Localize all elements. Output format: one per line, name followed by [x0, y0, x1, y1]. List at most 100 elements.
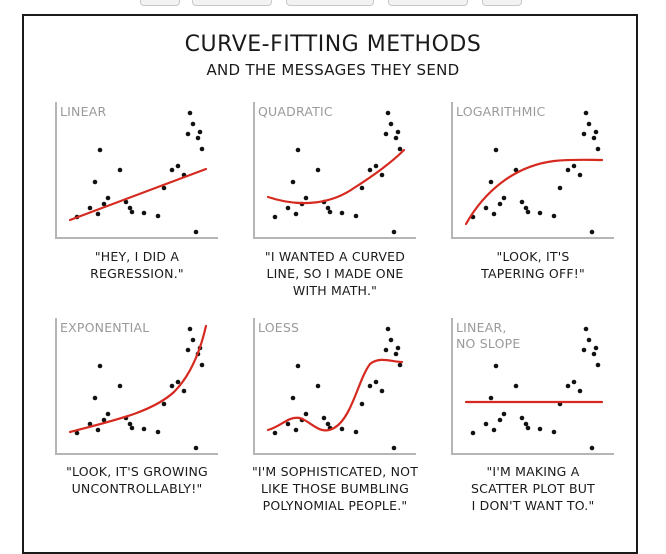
scatter-point: [491, 211, 497, 217]
scatter-point: [285, 205, 291, 211]
scatter-point: [87, 421, 93, 427]
scatter-point: [565, 167, 571, 173]
scatter-point: [513, 167, 519, 173]
scatter-point: [339, 210, 345, 216]
scatter-point: [127, 421, 133, 427]
scatter-point: [595, 146, 601, 152]
panel-plot: [55, 318, 218, 455]
panel-logarithmic: LOGARITHMIC: [448, 100, 618, 240]
scatter-point: [195, 135, 201, 141]
scatter-point: [391, 445, 397, 451]
scatter-point: [577, 388, 583, 394]
scatter-point: [155, 213, 161, 219]
scatter-point: [395, 345, 401, 351]
scatter-point: [379, 388, 385, 394]
plot-axes: [253, 102, 416, 239]
scatter-point: [129, 425, 135, 431]
scatter-point: [565, 383, 571, 389]
scatter-point: [519, 199, 525, 205]
scatter-point: [523, 421, 529, 427]
scatter-point: [595, 362, 601, 368]
scatter-point: [525, 425, 531, 431]
scatter-point: [117, 383, 123, 389]
scatter-point: [383, 131, 389, 137]
panel-plot: [55, 102, 218, 239]
panel-caption: "LOOK, IT'S TAPERING OFF!": [481, 249, 585, 281]
scatter-point: [315, 167, 321, 173]
scatter-point: [367, 167, 373, 173]
plot-axes: [253, 318, 416, 455]
scatter-point: [155, 429, 161, 435]
scatter-point: [295, 363, 301, 369]
scatter-point: [92, 179, 98, 185]
scatter-point: [397, 146, 403, 152]
scatter-point: [593, 129, 599, 135]
scatter-point: [87, 205, 93, 211]
panel-caption: "HEY, I DID A REGRESSION.": [90, 249, 184, 281]
plot-axes: [451, 102, 614, 239]
scatter-point: [161, 401, 167, 407]
scatter-point: [92, 395, 98, 401]
fit-curve: [266, 148, 406, 205]
panel-caption: "I'M MAKING A SCATTER PLOT BUT I DON'T W…: [471, 464, 595, 513]
scatter-point: [181, 388, 187, 394]
panel-label: LINEAR, NO SLOPE: [456, 320, 521, 351]
fit-curve: [266, 358, 404, 432]
tab-nub: [482, 0, 522, 6]
scatter-point: [391, 229, 397, 235]
scatter-point: [95, 427, 101, 433]
scatter-point: [586, 337, 592, 343]
scatter-point: [315, 383, 321, 389]
scatter-point: [483, 205, 489, 211]
scatter-point: [367, 383, 373, 389]
scatter-point: [74, 430, 80, 436]
scatter-point: [397, 362, 403, 368]
scatter-point: [141, 426, 147, 432]
scatter-point: [537, 210, 543, 216]
scatter-point: [589, 445, 595, 451]
tab-nub: [140, 0, 180, 6]
scatter-point: [293, 427, 299, 433]
scatter-point: [161, 185, 167, 191]
scatter-point: [187, 326, 193, 332]
tab-nub: [192, 0, 272, 6]
scatter-point: [488, 179, 494, 185]
panel-label: LOESS: [258, 320, 300, 335]
scatter-point: [577, 172, 583, 178]
top-tab-strip: [0, 0, 666, 10]
scatter-point: [321, 415, 327, 421]
scatter-point: [105, 195, 111, 201]
scatter-point: [591, 351, 597, 357]
scatter-point: [497, 417, 503, 423]
fit-curve: [68, 324, 208, 434]
scatter-point: [557, 185, 563, 191]
comic-subtitle: AND THE MESSAGES THEY SEND: [206, 61, 460, 79]
scatter-point: [373, 163, 379, 169]
scatter-point: [491, 427, 497, 433]
panel-plot: [253, 318, 416, 455]
scatter-point: [293, 211, 299, 217]
scatter-point: [583, 110, 589, 116]
scatter-point: [359, 185, 365, 191]
comic-frame: [22, 14, 638, 554]
scatter-point: [493, 147, 499, 153]
scatter-point: [127, 205, 133, 211]
scatter-point: [353, 213, 359, 219]
plot-axes: [451, 318, 614, 455]
scatter-point: [290, 179, 296, 185]
panel-plot: [451, 102, 614, 239]
scatter-point: [501, 411, 507, 417]
scatter-point: [583, 326, 589, 332]
scatter-point: [339, 426, 345, 432]
scatter-point: [175, 163, 181, 169]
panel-label: EXPONENTIAL: [60, 320, 150, 335]
scatter-point: [187, 110, 193, 116]
panel-label: LINEAR: [60, 104, 107, 119]
scatter-point: [129, 209, 135, 215]
scatter-point: [123, 199, 129, 205]
scatter-point: [571, 379, 577, 385]
scatter-point: [373, 379, 379, 385]
scatter-point: [388, 337, 394, 343]
scatter-point: [169, 383, 175, 389]
panel-caption: "I WANTED A CURVED LINE, SO I MADE ONE W…: [264, 249, 406, 298]
